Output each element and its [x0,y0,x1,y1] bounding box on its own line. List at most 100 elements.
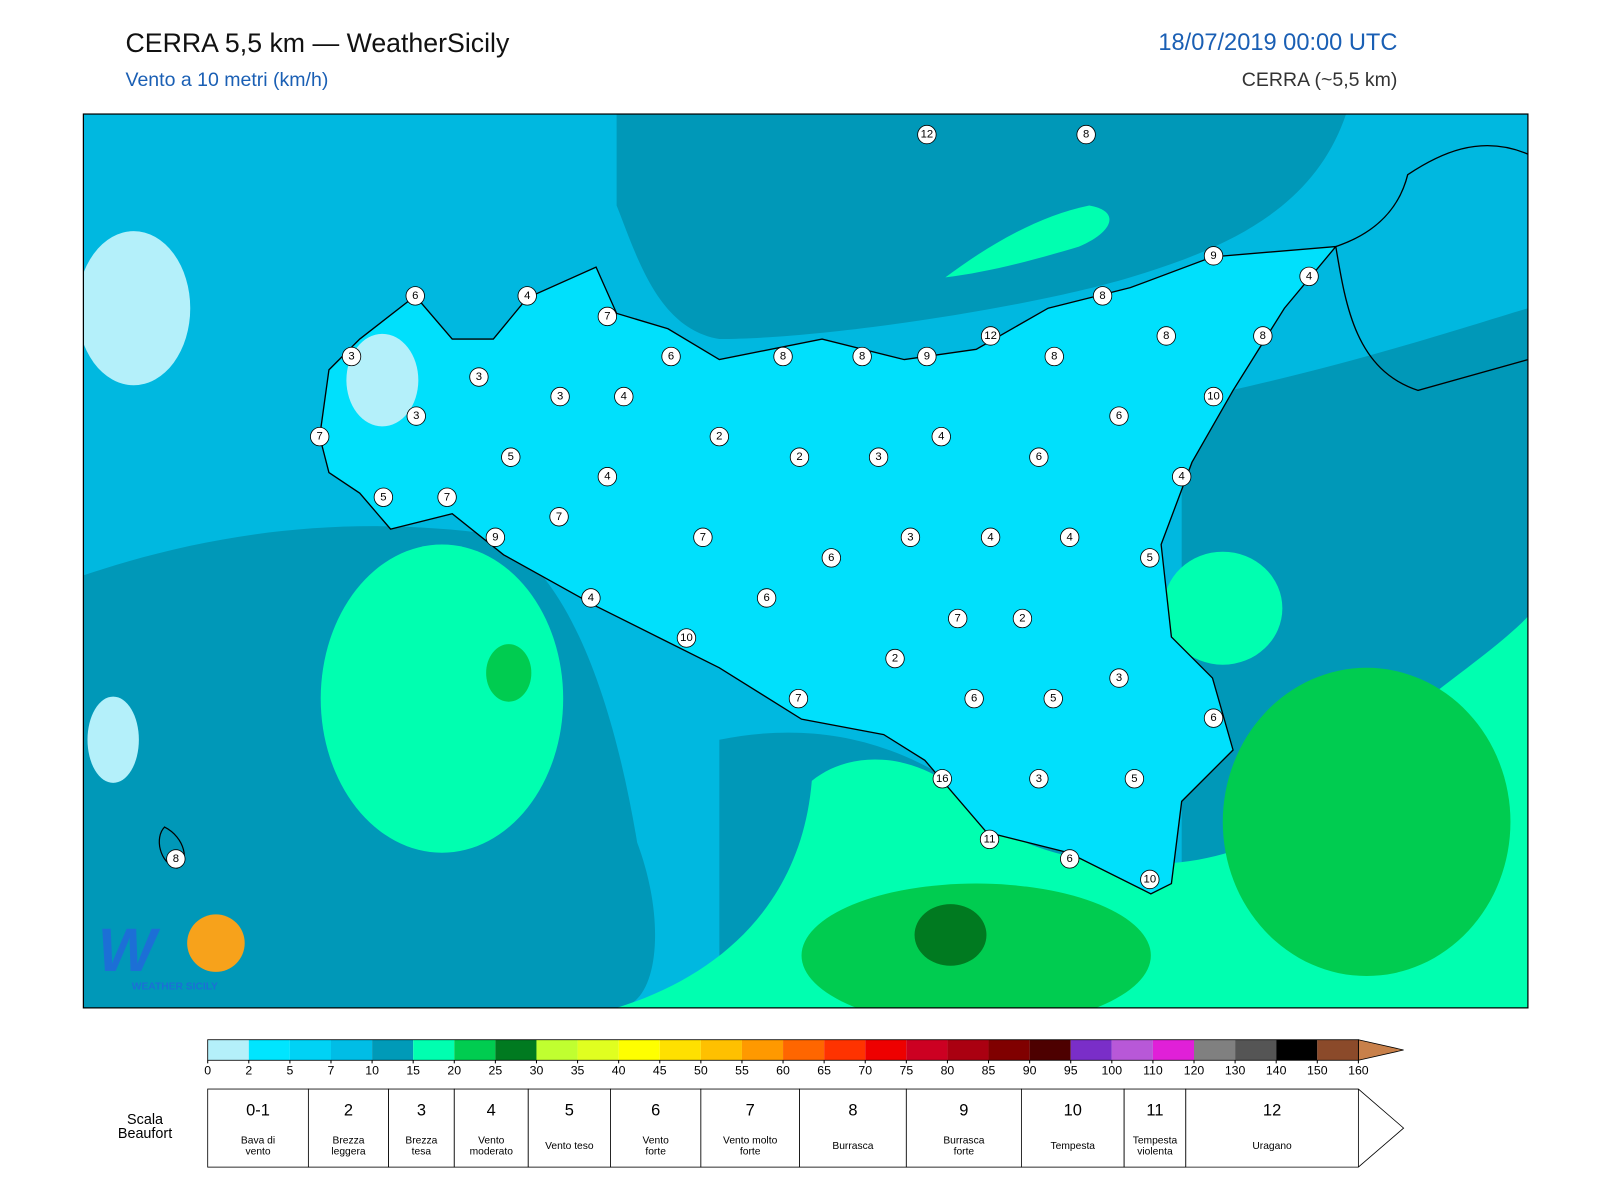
colorbar-label: 45 [653,1064,667,1078]
station-marker [1092,286,1113,306]
station-marker [1172,467,1192,487]
station-marker [756,588,777,608]
beaufort-force: 5 [565,1102,574,1120]
station-marker [773,346,793,367]
station-value: 8 [1099,290,1105,302]
station-marker [1043,688,1063,709]
beaufort-force: 11 [1146,1102,1163,1120]
station-value: 9 [1210,250,1216,262]
station-value: 6 [763,592,769,604]
beaufort-desc: Vento teso [545,1141,594,1152]
title: CERRA 5,5 km — WeatherSicily [126,28,510,58]
beaufort-cell [453,1088,529,1168]
beaufort-force: 10 [1064,1102,1082,1120]
calm-area [346,333,419,427]
station-marker [948,608,968,629]
colorbar-label: 60 [776,1064,790,1078]
station-value: 10 [1144,873,1157,885]
logo-mark: W [98,916,161,985]
colorbar-label: 150 [1307,1064,1328,1078]
station-marker [406,406,426,426]
stations: 12 8 9 4 6 4 7 8 3 6 8 8 9 12 8 8 8 3 3 4 10 3 7 2 4 6 5 2 3 6 4 4 5 7 7 9 7… [166,124,1319,890]
station-value: 4 [604,471,610,483]
station-marker [1203,708,1224,728]
station-marker [885,648,905,669]
beaufort-force: 12 [1263,1102,1281,1120]
station-marker [917,346,937,367]
station-value: 16 [936,773,949,785]
colorbar-segment [330,1039,373,1061]
beaufort-desc: tesa [412,1147,432,1158]
wind-area [945,205,1110,278]
station-value: 5 [1147,552,1153,564]
station-marker [931,426,951,447]
colorbar-segment [741,1039,784,1061]
colorbar-segment [289,1039,331,1061]
station-marker [1203,386,1224,407]
station-marker [1253,326,1273,346]
station-value: 7 [317,431,323,443]
station-marker [1012,608,1033,629]
model-label: CERRA (~5,5 km) [1242,69,1398,91]
station-value: 7 [556,511,562,523]
station-value: 8 [1083,129,1089,141]
calabria-coast [1335,145,1528,248]
station-marker [597,306,618,327]
station-marker [581,588,601,608]
colorbar-label: 95 [1064,1064,1078,1078]
station-value: 8 [1051,351,1057,363]
station-value: 6 [971,693,977,705]
colorbar-label: 75 [899,1064,913,1078]
station-marker [676,628,697,648]
wind-area [320,544,564,853]
station-marker [789,447,810,467]
station-value: 6 [1116,410,1122,422]
colorbar-extension [1357,1039,1404,1061]
beaufort-desc: Vento [643,1135,670,1146]
station-marker [1156,326,1176,346]
beaufort-desc: forte [740,1147,761,1158]
station-marker [1029,447,1049,467]
beaufort-force: 9 [959,1102,968,1120]
colorbar-label: 50 [694,1064,708,1078]
station-marker [405,286,425,306]
colorbar-label: 110 [1143,1064,1163,1078]
beaufort-desc: Brezza [332,1135,364,1146]
station-marker [964,688,984,709]
wind-area [616,114,1347,340]
beaufort-force: 3 [417,1102,426,1120]
wind-area [486,644,532,702]
colorbar-label: 120 [1184,1064,1205,1078]
beaufort-desc: Burrasca [832,1141,873,1152]
station-value: 6 [1067,853,1073,865]
station-value: 7 [444,491,450,503]
station-value: 7 [604,310,610,322]
station-value: 5 [1131,773,1137,785]
colorbar-label: 65 [817,1064,831,1078]
wind-area [1163,551,1283,665]
station-marker [1109,668,1129,688]
calm-area [87,696,139,783]
colorbar-segment [947,1039,989,1061]
station-marker [437,487,457,507]
beaufort-force: 0-1 [246,1102,270,1120]
beaufort-title: Beaufort [118,1126,172,1142]
colorbar-label: 20 [447,1064,461,1078]
beaufort-cell [307,1088,389,1168]
beaufort-desc: forte [954,1147,975,1158]
station-value: 4 [938,431,944,443]
station-value: 2 [716,431,722,443]
colorbar-segment [248,1039,290,1061]
beaufort-force: 6 [651,1102,660,1120]
station-marker [852,346,872,367]
station-value: 3 [348,351,354,363]
colorbar-segment [659,1039,701,1061]
station-value: 6 [1210,712,1216,724]
colorbar-label: 90 [1023,1064,1037,1078]
beaufort-desc: forte [645,1147,666,1158]
station-value: 6 [668,351,674,363]
station-value: 9 [924,351,930,363]
station-marker [1029,769,1049,789]
